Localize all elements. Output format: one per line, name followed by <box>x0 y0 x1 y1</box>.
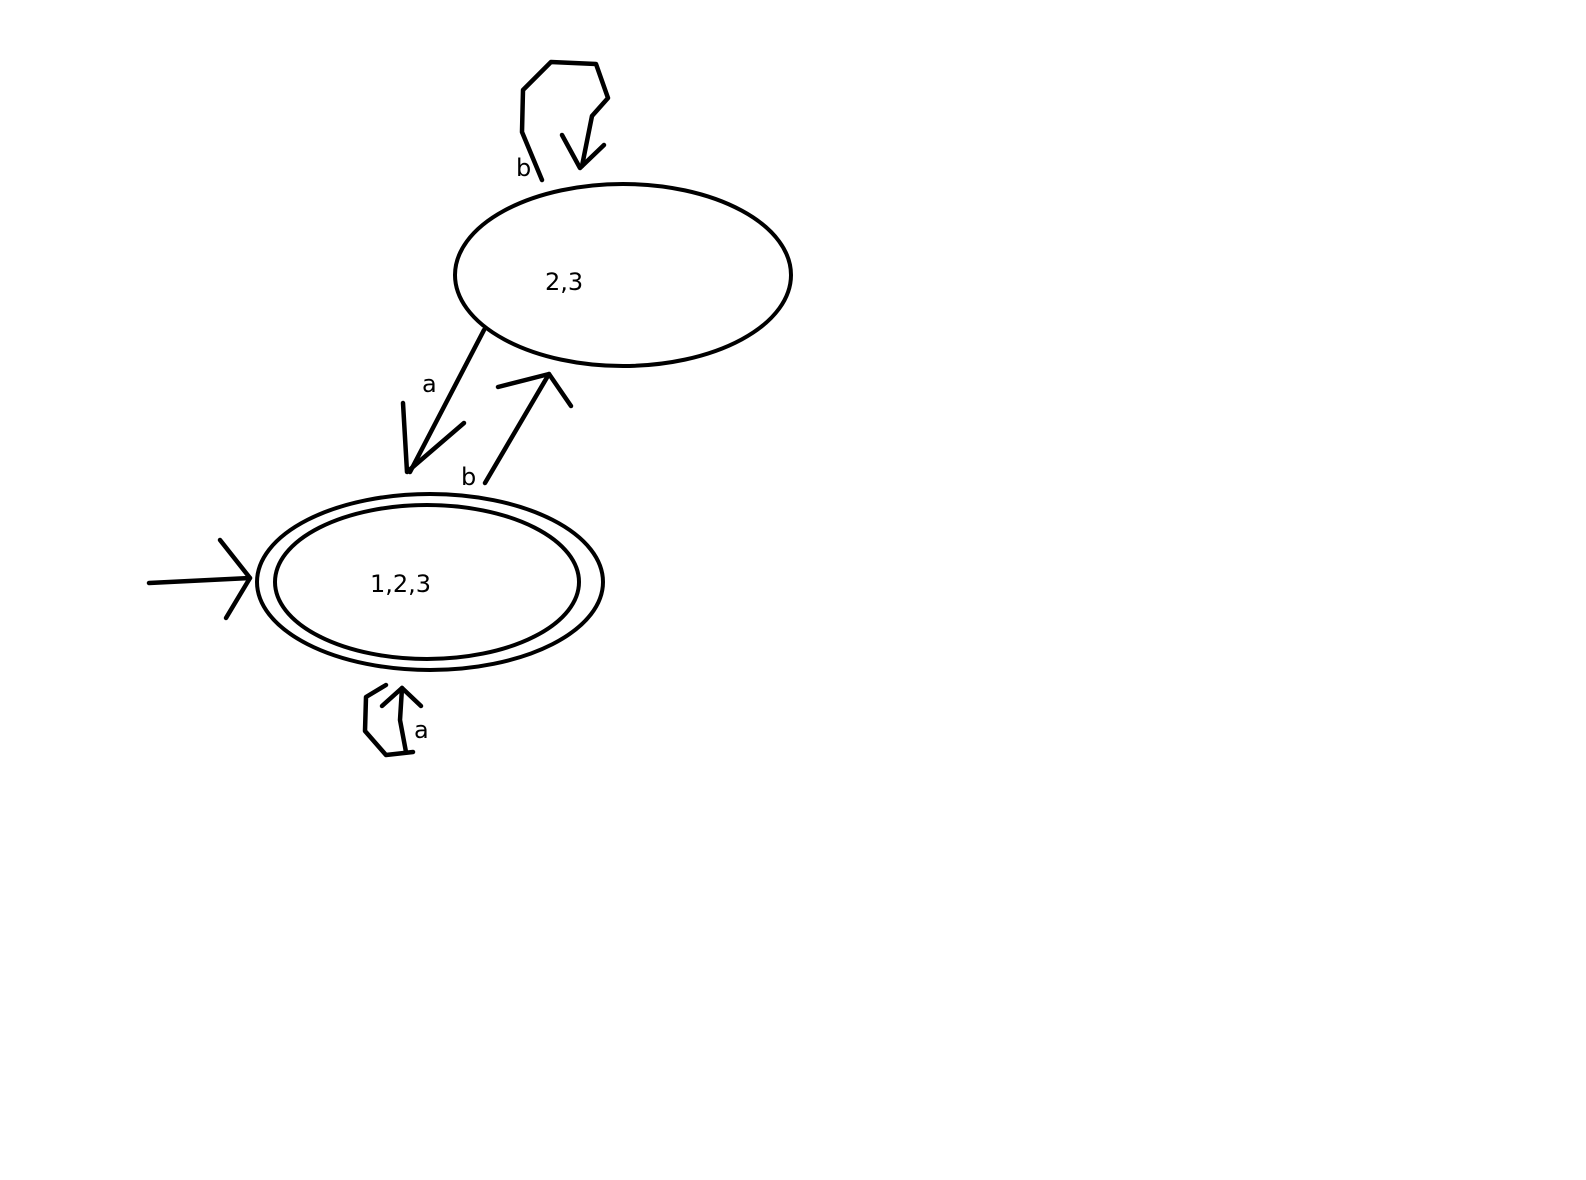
transition-a-shaft <box>407 327 487 475</box>
state-1-2-3-outer-ellipse <box>255 492 605 672</box>
state-1-2-3-label: 1,2,3 <box>370 570 431 598</box>
self-loop-b-label: b <box>516 154 531 182</box>
transition-b-arrowhead <box>495 371 574 409</box>
start-arrow-head <box>217 537 253 621</box>
transition-b-shaft <box>482 371 552 486</box>
transition-a-label: a <box>422 370 437 398</box>
transition-1-2-3-to-2-3-b: b <box>461 371 574 491</box>
self-loop-b-arrowhead <box>559 132 607 171</box>
state-2-3-ellipse <box>453 182 793 368</box>
transition-2-3-self-loop-b: b <box>516 59 611 183</box>
start-arrow <box>146 537 253 621</box>
state-2-3: 2,3 <box>453 182 793 368</box>
transition-2-3-to-1-2-3-a: a <box>400 327 487 475</box>
self-loop-a-arrowhead <box>379 685 424 709</box>
transition-1-2-3-self-loop-a: a <box>362 682 429 758</box>
state-2-3-label: 2,3 <box>545 268 583 296</box>
transition-b-label: b <box>461 463 476 491</box>
transition-a-arrowhead <box>400 400 467 475</box>
self-loop-a-inner <box>397 685 409 755</box>
self-loop-a-label: a <box>414 716 429 744</box>
state-1-2-3: 1,2,3 <box>255 492 605 672</box>
self-loop-b-curve <box>519 59 611 183</box>
self-loop-a-curve <box>362 682 416 758</box>
state-1-2-3-inner-ellipse <box>273 503 581 661</box>
start-arrow-shaft <box>146 575 253 586</box>
